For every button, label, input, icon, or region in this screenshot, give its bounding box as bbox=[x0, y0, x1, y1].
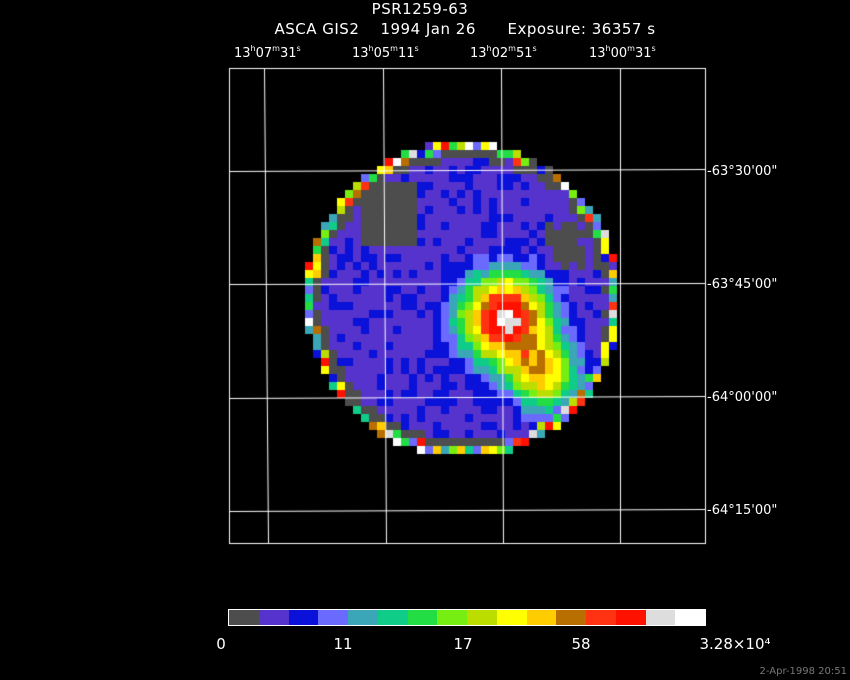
colorbar-swatch bbox=[288, 610, 319, 625]
colorbar-swatch bbox=[675, 610, 705, 625]
image-subtitle: ASCA GIS2 1994 Jan 26 Exposure: 36357 s bbox=[274, 20, 656, 38]
colorbar-swatch bbox=[496, 610, 527, 625]
colorbar-label: 17 bbox=[453, 635, 473, 653]
ra-label: 13h02m51s bbox=[470, 44, 537, 61]
colorbar bbox=[228, 609, 706, 626]
dec-label: -63°45'00" bbox=[707, 277, 778, 292]
timestamp: 2-Apr-1998 20:51 bbox=[759, 666, 847, 677]
colorbar-label: 58 bbox=[571, 635, 591, 653]
ra-label: 13h07m31s bbox=[234, 44, 301, 61]
colorbar-label: 11 bbox=[333, 635, 353, 653]
colorbar-swatch bbox=[467, 610, 497, 625]
colorbar-label: 0 bbox=[216, 635, 226, 653]
colorbar-swatch bbox=[407, 610, 438, 625]
colorbar-swatch bbox=[318, 610, 348, 625]
image-title: PSR1259-63 bbox=[371, 0, 469, 18]
dec-label: -64°15'00" bbox=[707, 503, 778, 518]
colorbar-swatch bbox=[615, 610, 646, 625]
colorbar-swatch bbox=[348, 610, 378, 625]
ra-label: 13h05m11s bbox=[352, 44, 419, 61]
colorbar-swatch bbox=[586, 610, 616, 625]
ra-label: 13h00m31s bbox=[589, 44, 656, 61]
colorbar-swatch bbox=[258, 610, 289, 625]
dec-label: -64°00'00" bbox=[707, 390, 778, 405]
colorbar-label: 3.28×10⁴ bbox=[699, 635, 771, 653]
colorbar-swatch bbox=[556, 610, 586, 625]
colorbar-swatch bbox=[526, 610, 557, 625]
colorbar-swatch bbox=[377, 610, 408, 625]
colorbar-swatch bbox=[437, 610, 467, 625]
dec-label: -63°30'00" bbox=[707, 164, 778, 179]
colorbar-swatch bbox=[645, 610, 676, 625]
colorbar-swatch bbox=[229, 610, 259, 625]
